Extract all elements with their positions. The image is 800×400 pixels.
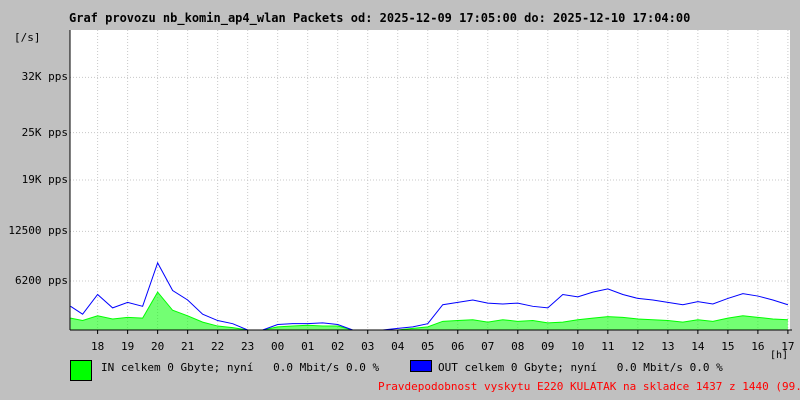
series-in-line xyxy=(70,291,788,331)
x-tick-label: 05 xyxy=(421,340,435,353)
x-tick-label: 04 xyxy=(391,340,405,353)
probability-note: Pravdepodobnost vyskytu E220 KULATAK na … xyxy=(378,380,800,393)
x-tick-label: 22 xyxy=(211,340,225,353)
y-tick-label: 6200 pps xyxy=(15,274,68,288)
y-tick-label: 32K pps xyxy=(21,70,68,84)
x-tick-label: 20 xyxy=(151,340,165,353)
legend-out-swatch xyxy=(410,360,432,372)
x-tick-label: 00 xyxy=(271,340,285,353)
x-tick-label: 13 xyxy=(661,340,675,353)
x-tick-label: 07 xyxy=(481,340,495,353)
x-tick-marks xyxy=(97,330,789,334)
y-tick-label: 12500 pps xyxy=(8,224,68,238)
series-layer xyxy=(70,261,789,331)
x-tick-label: 11 xyxy=(601,340,615,353)
x-tick-label: 12 xyxy=(631,340,645,353)
x-tick-label: 03 xyxy=(361,340,375,353)
x-tick-label: 06 xyxy=(451,340,465,353)
x-tick-label: 09 xyxy=(541,340,555,353)
x-tick-label: 17 xyxy=(781,340,795,353)
legend-in-text: IN celkem 0 Gbyte; nyní 0.0 Mbit/s 0.0 % xyxy=(101,361,380,374)
legend-in-swatch xyxy=(70,360,92,381)
series-in-area xyxy=(70,292,788,330)
x-tick-label: 14 xyxy=(691,340,705,353)
chart-title: Graf provozu nb_komin_ap4_wlan Packets o… xyxy=(69,11,691,25)
y-tick-label: 25K pps xyxy=(21,125,68,139)
x-axis-unit: [h] xyxy=(770,350,789,361)
x-tick-label: 02 xyxy=(331,340,345,353)
series-out-line xyxy=(70,261,789,331)
y-axis-unit: [/s] xyxy=(14,31,41,44)
x-tick-label: 15 xyxy=(721,340,735,353)
legend-out-text: OUT celkem 0 Gbyte; nyní 0.0 Mbit/s 0.0 … xyxy=(438,361,723,374)
x-tick-label: 01 xyxy=(301,340,315,353)
x-tick-label: 18 xyxy=(90,340,105,353)
y-tick-label: 19K pps xyxy=(21,173,68,186)
x-tick-label: 10 xyxy=(571,340,585,353)
x-tick-label: 19 xyxy=(120,340,135,353)
x-tick-label: 08 xyxy=(511,340,525,353)
x-tick-label: 16 xyxy=(751,340,765,353)
x-tick-label: 21 xyxy=(181,340,195,353)
x-tick-label: 23 xyxy=(241,340,255,353)
grid-lines xyxy=(70,30,790,330)
